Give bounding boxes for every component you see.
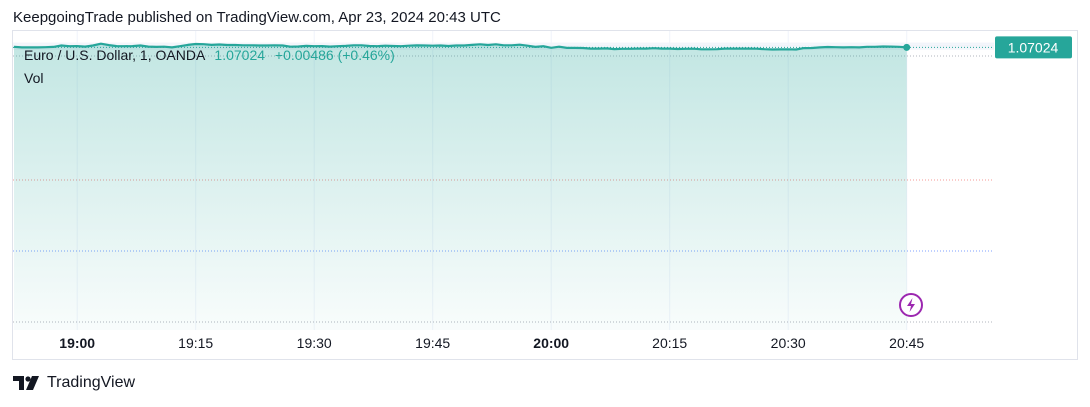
- price-chart[interactable]: 1.070101.070201.070301.070401.070501.070…: [0, 0, 1090, 370]
- last-price-dot: [903, 43, 911, 51]
- x-tick-label: 20:00: [533, 335, 569, 351]
- x-tick-label: 19:15: [178, 335, 213, 351]
- footer: TradingView: [13, 374, 135, 392]
- x-tick-label: 19:30: [297, 335, 332, 351]
- x-tick-label: 20:45: [889, 335, 924, 351]
- price-line: [13, 42, 907, 51]
- last-price-tag: 1.07024: [995, 36, 1072, 59]
- volume-label: Vol: [24, 70, 44, 86]
- symbol-label: Euro / U.S. Dollar, 1, OANDA: [24, 47, 205, 63]
- x-axis: 19:00 19:15 19:30 19:45 20:00 20:15 20:30 20:45: [59, 335, 924, 351]
- x-tick-label: 20:30: [771, 335, 806, 351]
- last-price-value: 1.07024: [214, 47, 266, 63]
- price-area: [14, 43, 907, 330]
- x-tick-label: 20:15: [652, 335, 687, 351]
- chart-legend: Euro / U.S. Dollar, 1, OANDA 1.07024 +0.…: [24, 47, 395, 63]
- brand-name: TradingView: [47, 374, 136, 391]
- price-change-value: +0.00486 (+0.46%): [274, 47, 395, 63]
- x-tick-label: 19:00: [59, 335, 95, 351]
- last-price-label: 1.07024: [1008, 39, 1059, 55]
- chart-frame[interactable]: [12, 30, 1078, 360]
- tradingview-logo-icon: [13, 376, 39, 390]
- x-tick-label: 19:45: [415, 335, 450, 351]
- flash-icon[interactable]: [899, 293, 923, 317]
- publish-info: KeepgoingTrade published on TradingView.…: [13, 9, 501, 26]
